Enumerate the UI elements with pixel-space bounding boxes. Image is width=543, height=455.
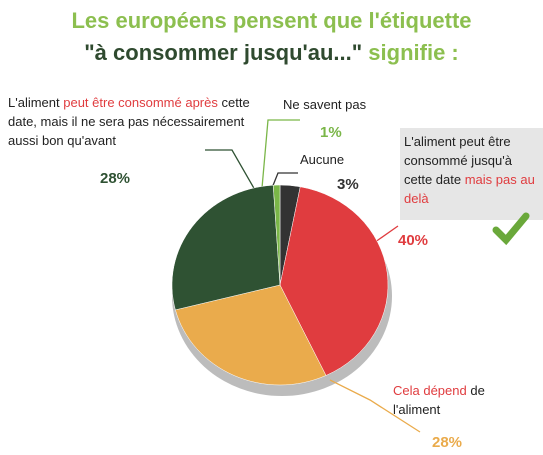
pie-slice [279, 186, 389, 376]
text-run: Aucune [300, 152, 345, 167]
slice-label: Aucune [300, 150, 390, 169]
value-label: 40% [398, 232, 429, 249]
text-run: peut être consommé après [63, 95, 218, 110]
highlight-box [400, 128, 543, 220]
pie-slice [175, 284, 327, 386]
value-label: 1% [320, 124, 342, 141]
value-label: 28% [432, 434, 463, 451]
text-run: signifie : [362, 40, 459, 65]
text-run: Ne savent pas [283, 97, 367, 112]
chart-title: "à consommer jusqu'au..." signifie : [0, 40, 543, 66]
slice-label: Cela dépend de l'aliment [393, 381, 513, 419]
slice-label: L'aliment peut être consommé après cette… [8, 93, 270, 150]
slice-label: Ne savent pas [283, 95, 403, 114]
check-icon [492, 212, 530, 246]
text-run: L'aliment [8, 95, 64, 110]
pie-slice [171, 184, 281, 311]
value-label: 3% [337, 176, 359, 193]
text-run: cette date, mais il ne sera pas nécessai… [8, 95, 250, 148]
pie-slice [272, 184, 281, 286]
text-run: Les européens pensent que l'étiquette [71, 8, 472, 33]
chart-title: Les européens pensent que l'étiquette [0, 8, 543, 34]
text-run: de l'aliment [393, 383, 485, 417]
text-run: L'aliment peut être consommé jusqu'à cet… [404, 134, 512, 187]
text-run: Cela dépend [393, 383, 467, 398]
text-run: "à consommer jusqu'au..." [84, 40, 363, 65]
value-label: 28% [100, 170, 131, 187]
slice-label: L'aliment peut être consommé jusqu'à cet… [404, 132, 542, 208]
text-run: mais pas au delà [404, 172, 535, 206]
